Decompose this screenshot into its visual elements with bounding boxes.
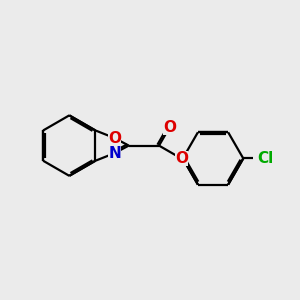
Text: O: O	[108, 130, 121, 146]
Text: O: O	[163, 120, 176, 135]
Text: N: N	[108, 146, 121, 161]
Text: O: O	[175, 151, 188, 166]
Text: Cl: Cl	[257, 151, 273, 166]
